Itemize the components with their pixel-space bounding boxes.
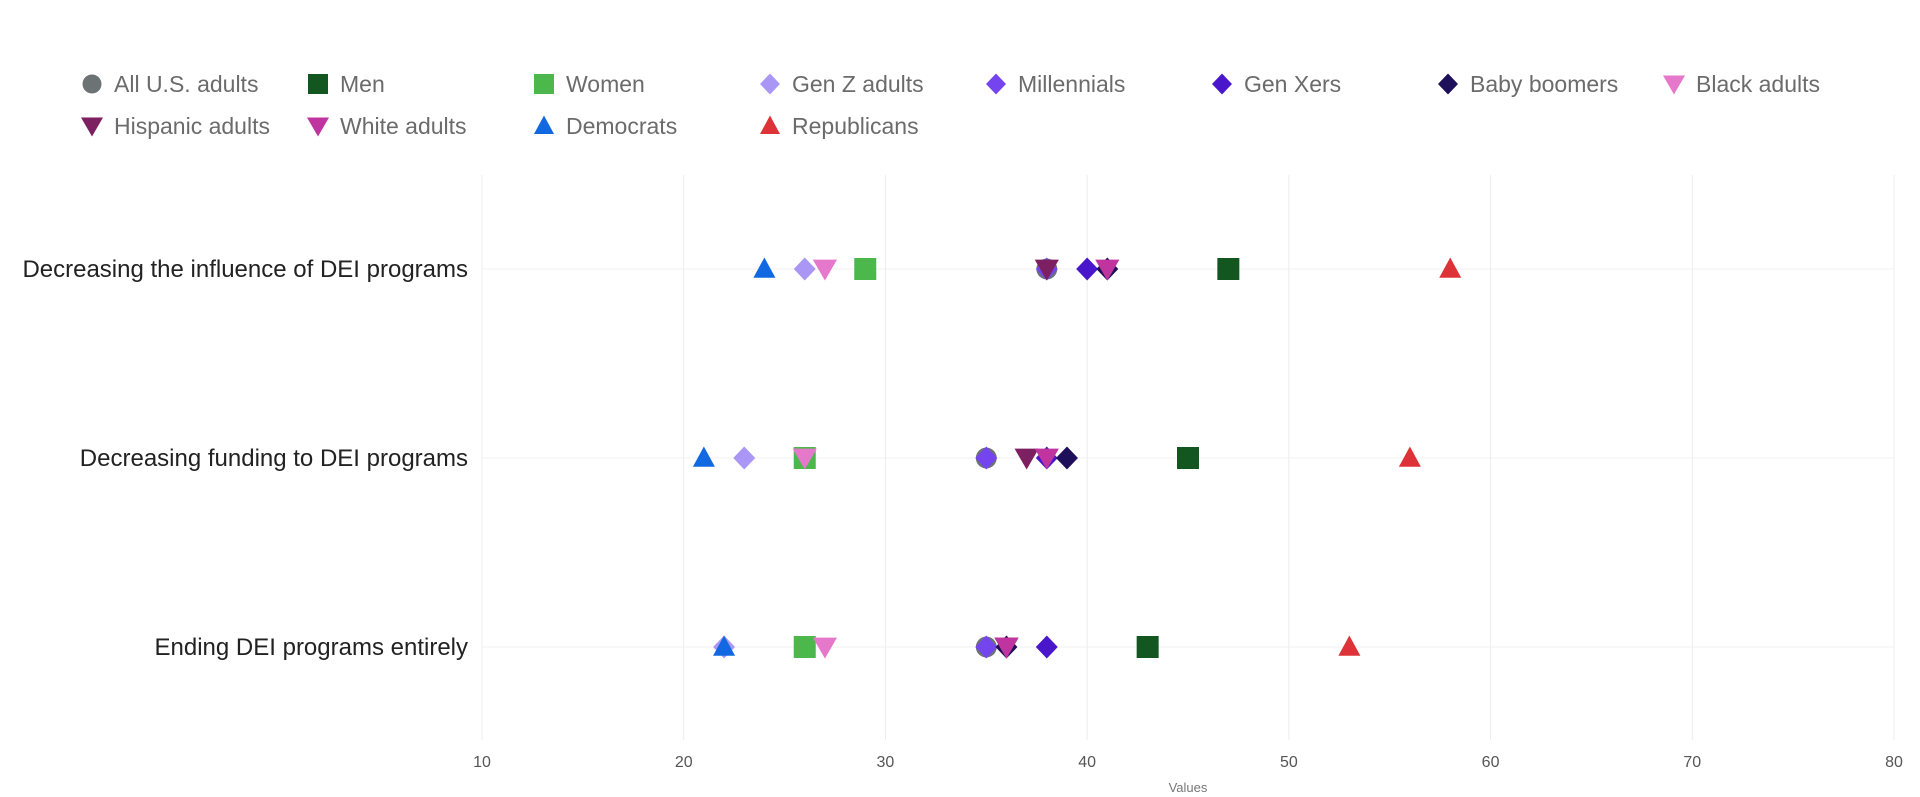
chart-legend: All U.S. adults Men Women Gen Z adults Mille…: [80, 66, 1880, 150]
legend-label: Millennials: [1018, 70, 1126, 97]
legend-item-men[interactable]: Men: [306, 66, 385, 102]
category-label: Decreasing the influence of DEI programs: [22, 256, 468, 283]
legend-item-baby-boomers[interactable]: Baby boomers: [1436, 66, 1618, 102]
legend-label: Democrats: [566, 112, 678, 139]
square-marker-icon: [306, 72, 330, 96]
legend-item-gen-xers[interactable]: Gen Xers: [1210, 66, 1341, 102]
legend-label: Gen Xers: [1244, 70, 1342, 97]
legend-item-white-adults[interactable]: White adults: [306, 108, 467, 144]
x-tick-label: 70: [1683, 754, 1701, 771]
triangle-down-marker-icon: [1662, 72, 1686, 96]
data-point-white-adults: White adults: 36: [994, 637, 1019, 659]
x-tick-label: 60: [1482, 754, 1500, 771]
diamond-marker-icon: [758, 72, 782, 96]
data-point-hispanic-adults: Hispanic adults: 38: [1034, 259, 1059, 281]
legend-item-black-adults[interactable]: Black adults: [1662, 66, 1820, 102]
data-markers: All U.S. adults: 38All U.S. adults: 35Al…: [692, 257, 1462, 659]
data-point-democrats: Democrats: 24: [753, 257, 776, 278]
legend-label: Baby boomers: [1470, 70, 1619, 97]
x-tick-label: 10: [473, 754, 491, 771]
data-point-gen-z-adults: Gen Z adults: 23: [733, 446, 756, 470]
data-point-men: Men: 43: [1136, 636, 1159, 658]
legend-item-millennials[interactable]: Millennials: [984, 66, 1125, 102]
legend-label: Women: [566, 70, 645, 97]
diamond-marker-icon: [1210, 72, 1234, 96]
x-axis-title: Values: [1169, 780, 1208, 795]
diamond-marker-icon: [1436, 72, 1460, 96]
category-label: Ending DEI programs entirely: [155, 634, 468, 661]
x-tick-label: 80: [1885, 754, 1903, 771]
square-marker-icon: [532, 72, 556, 96]
triangle-up-marker-icon: [758, 114, 782, 138]
diamond-marker-icon: [984, 72, 1008, 96]
legend-label: Hispanic adults: [114, 112, 270, 139]
data-point-gen-xers: Gen Xers: 38: [1035, 635, 1058, 659]
x-tick-label: 30: [877, 754, 895, 771]
legend-label: Men: [340, 70, 385, 97]
x-axis-ticks: 10 20 30 40 50 60 70 80: [473, 754, 1903, 771]
data-point-democrats: Democrats: 21: [692, 446, 715, 467]
data-point-gen-z-adults: Gen Z adults: 26: [793, 257, 816, 281]
data-point-millennials: Millennials: 35: [975, 635, 998, 659]
data-point-women: Women: 26: [793, 636, 816, 658]
triangle-up-marker-icon: [532, 114, 556, 138]
data-point-millennials: Millennials: 35: [975, 446, 998, 470]
data-point-republicans: Republicans: 53: [1338, 635, 1361, 656]
triangle-down-marker-icon: [306, 114, 330, 138]
legend-label: Republicans: [792, 112, 919, 139]
legend-item-all-u-s-adults[interactable]: All U.S. adults: [80, 66, 258, 102]
data-point-black-adults: Black adults: 26: [792, 448, 817, 470]
triangle-down-marker-icon: [80, 114, 104, 138]
data-point-baby-boomers: Baby boomers: 39: [1055, 446, 1078, 470]
data-point-republicans: Republicans: 56: [1398, 446, 1421, 467]
legend-item-republicans[interactable]: Republicans: [758, 108, 919, 144]
grid-lines: [481, 175, 1895, 740]
x-tick-label: 50: [1280, 754, 1298, 771]
data-point-white-adults: White adults: 38: [1034, 448, 1059, 470]
legend-label: Black adults: [1696, 70, 1821, 97]
data-point-democrats: Democrats: 22: [713, 635, 736, 656]
legend-label: All U.S. adults: [114, 70, 259, 97]
category-label: Decreasing funding to DEI programs: [80, 445, 468, 472]
data-point-hispanic-adults: Hispanic adults: 37: [1014, 448, 1039, 470]
data-point-black-adults: Black adults: 27: [812, 259, 838, 281]
legend-label: Gen Z adults: [792, 70, 924, 97]
data-point-black-adults: Black adults: 27: [812, 637, 838, 659]
data-point-men: Men: 45: [1177, 447, 1199, 469]
data-point-men: Men: 47: [1217, 258, 1240, 280]
legend-row: All U.S. adults Men Women Gen Z adults Mille…: [80, 66, 1880, 108]
data-point-republicans: Republicans: 58: [1439, 257, 1462, 278]
x-tick-label: 20: [675, 754, 693, 771]
legend-item-gen-z-adults[interactable]: Gen Z adults: [758, 66, 924, 102]
category-labels: Decreasing the influence of DEI programs…: [22, 256, 468, 661]
data-point-women: Women: 29: [854, 258, 877, 280]
legend-label: White adults: [340, 112, 467, 139]
legend-item-women[interactable]: Women: [532, 66, 645, 102]
x-tick-label: 40: [1078, 754, 1096, 771]
legend-item-democrats[interactable]: Democrats: [532, 108, 677, 144]
circle-marker-icon: [80, 72, 104, 96]
legend-row: Hispanic adults White adults Democrats Repu…: [80, 108, 1880, 150]
legend-item-hispanic-adults[interactable]: Hispanic adults: [80, 108, 270, 144]
data-point-gen-xers: Gen Xers: 40: [1076, 257, 1099, 281]
data-point-white-adults: White adults: 41: [1095, 259, 1120, 281]
